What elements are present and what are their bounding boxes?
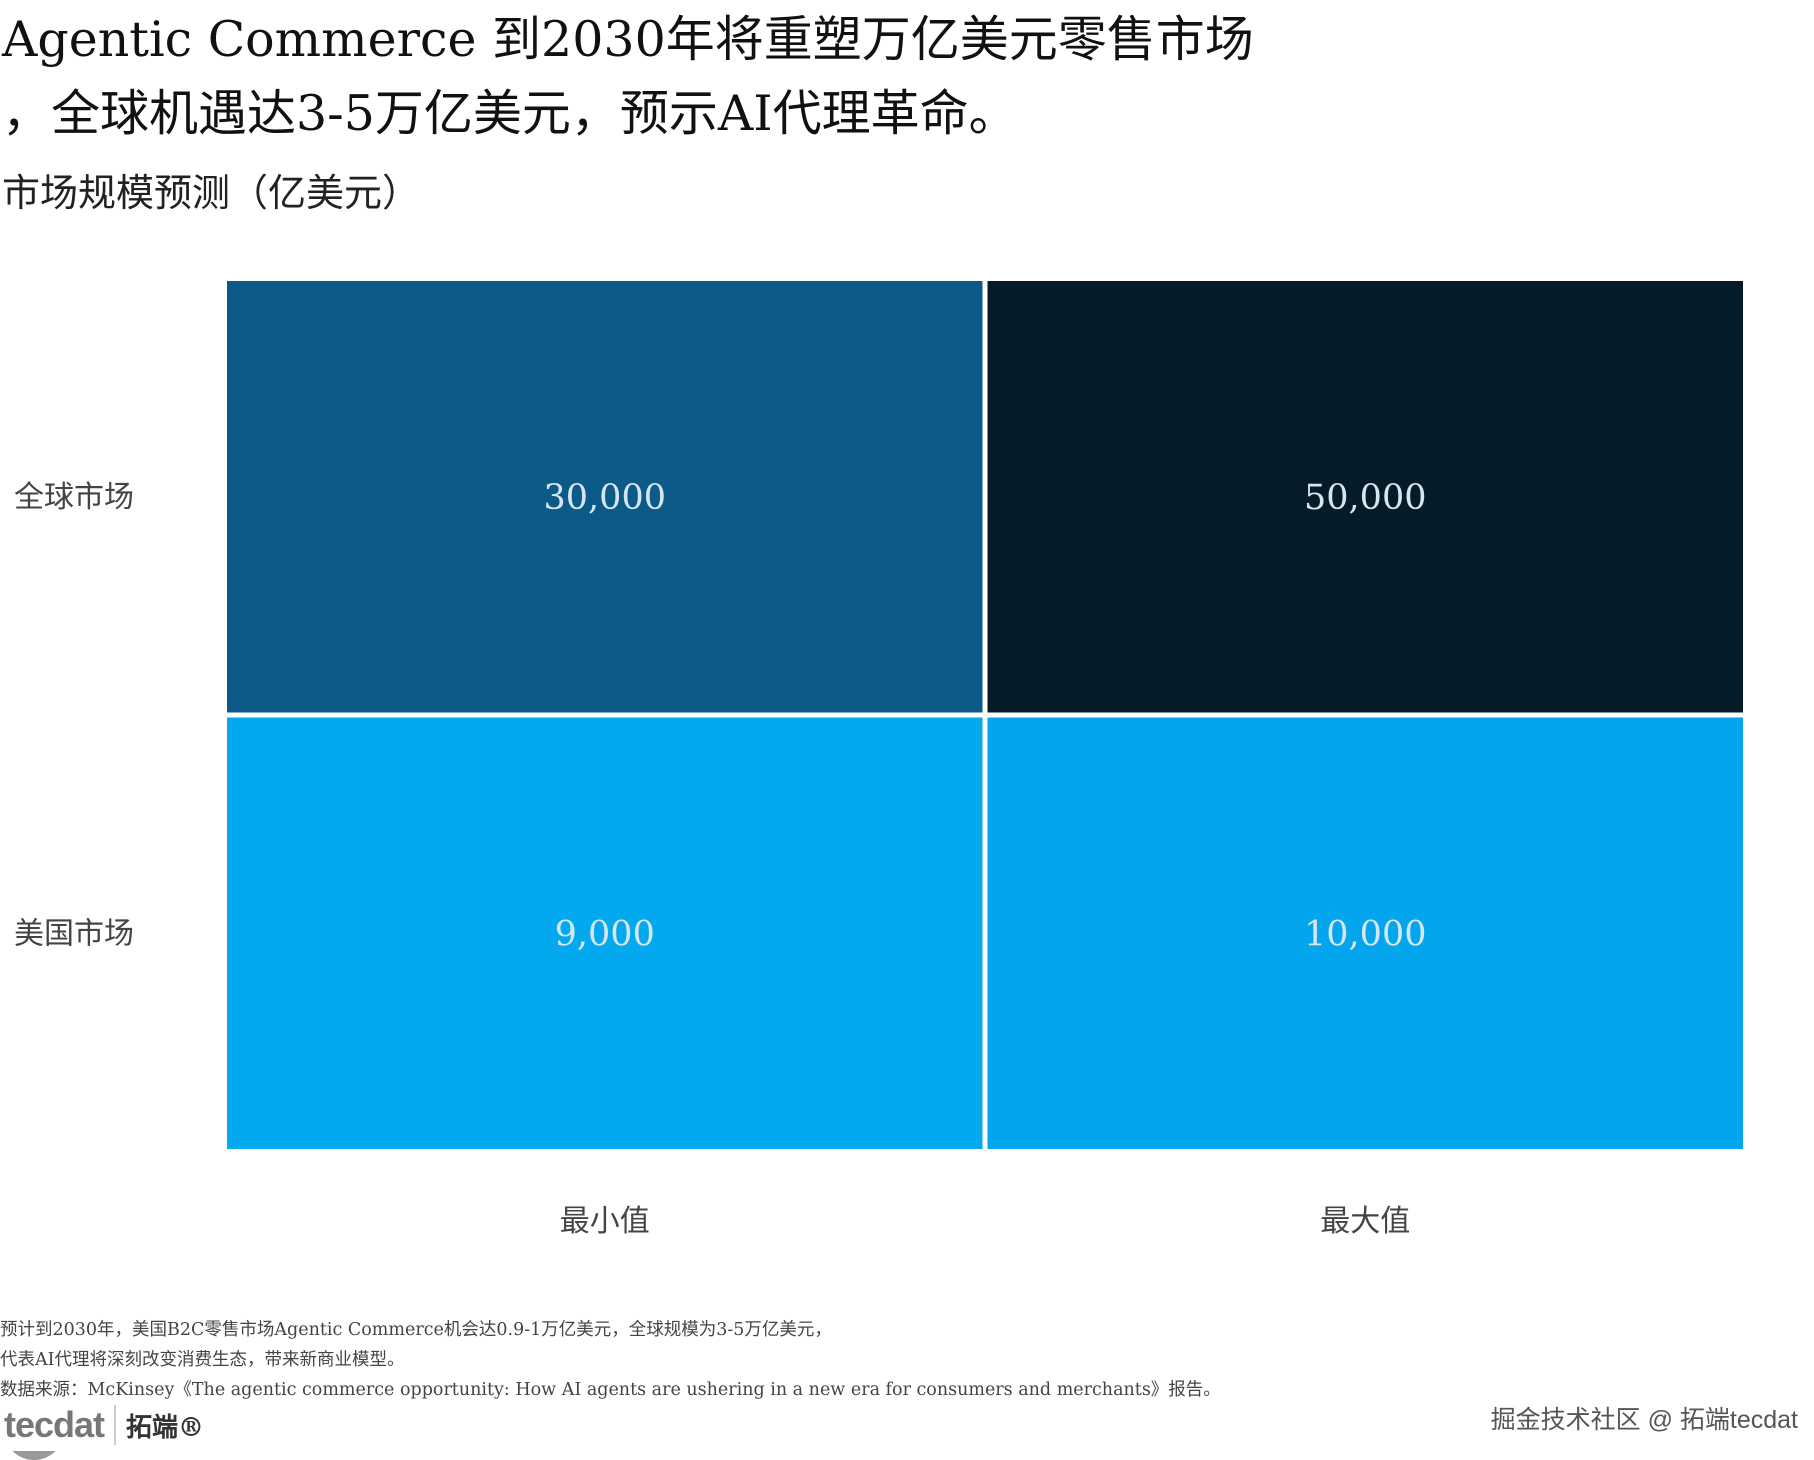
logo-divider [114,1405,117,1445]
tecdat-logo: tecdat 拓端® [4,1400,205,1460]
logo-text: tecdat [4,1404,105,1445]
heatmap-cell [987,281,1743,713]
heatmap-cell [227,281,983,713]
row-label: 全球市场 [14,480,134,515]
cell-value-label: 30,000 [544,478,666,518]
chart-subtitle: 市场规模预测（亿美元） [2,171,421,215]
footer-source: 数据来源：McKinsey《The agentic commerce oppor… [0,1380,1221,1400]
logo-cn: 拓端® [126,1412,205,1443]
column-label: 最小值 [560,1204,650,1239]
cell-value-label: 9,000 [555,914,655,954]
cell-value-label: 10,000 [1304,914,1426,954]
chart-title-line2: ，全球机遇达3-5万亿美元，预示AI代理革命。 [2,85,1018,142]
heatmap-chart: 全球市场 30,000 50,000 美国市场 9,000 10,000 最小值 最大值 [14,281,1743,1239]
heatmap-cell [227,717,983,1149]
row-label: 美国市场 [14,916,134,951]
chart-title-line1: Agentic Commerce 到2030年将重塑万亿美元零售市场 [2,11,1254,68]
footer-note-2: 代表AI代理将深刻改变消费生态，带来新商业模型。 [0,1350,405,1370]
watermark: 掘金技术社区 @ 拓端tecdat [1490,1406,1798,1434]
column-label: 最大值 [1320,1204,1410,1239]
heatmap-cell [987,717,1743,1149]
cell-value-label: 50,000 [1304,478,1426,518]
footer-note-1: 预计到2030年，美国B2C零售市场Agentic Commerce机会达0.9… [0,1320,832,1340]
